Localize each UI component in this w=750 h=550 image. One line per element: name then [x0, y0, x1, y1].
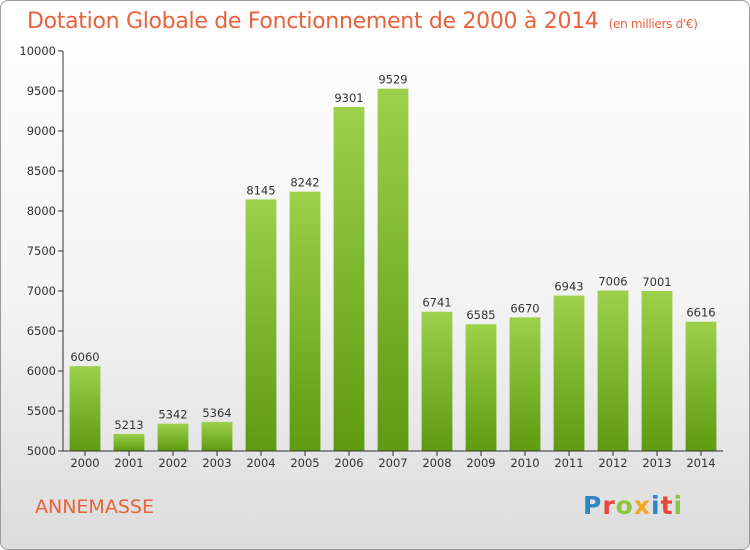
chart-title-text: Dotation Globale de Fonctionnement de 20… — [27, 9, 599, 34]
bar — [377, 88, 409, 452]
bar-value-label: 7006 — [598, 275, 627, 289]
x-tick-label: 2006 — [334, 456, 363, 470]
x-tick-label: 2010 — [510, 456, 539, 470]
bar-value-label: 6585 — [466, 308, 495, 322]
bar-value-label: 5364 — [202, 406, 231, 420]
y-tick-label: 5500 — [27, 404, 56, 418]
logo-letter: i — [651, 491, 661, 520]
x-tick-label: 2009 — [466, 456, 495, 470]
bar-value-label: 9301 — [334, 91, 363, 105]
x-tick-label: 2000 — [70, 456, 99, 470]
x-tick-label: 2007 — [378, 456, 407, 470]
chart-subtitle: (en milliers d'€) — [608, 17, 698, 31]
bar-value-label: 7001 — [642, 275, 671, 289]
bar — [465, 324, 497, 451]
y-tick-label: 10000 — [19, 44, 56, 58]
x-tick-label: 2002 — [158, 456, 187, 470]
y-tick-label: 9500 — [27, 84, 56, 98]
bar-value-label: 9529 — [378, 73, 407, 87]
x-tick-label: 2013 — [642, 456, 671, 470]
bars: 6060 5213 5342 5364 8145 8242 9301 9529 6741 6585… — [69, 73, 717, 452]
y-tick-label: 6500 — [27, 324, 56, 338]
bar — [289, 191, 321, 451]
bar — [333, 106, 365, 452]
commune-name: ANNEMASSE — [35, 496, 154, 518]
bar-value-label: 6741 — [422, 296, 451, 310]
bar — [69, 366, 101, 451]
proxiti-logo[interactable]: Proxiti — [583, 491, 683, 520]
bar — [201, 421, 233, 451]
y-axis: 5000 5500 6000 6500 7000 7500 8000 8500 9000 9500… — [19, 44, 64, 458]
logo-letter: P — [583, 491, 603, 520]
x-tick-label: 2008 — [422, 456, 451, 470]
logo-letter: i — [673, 491, 684, 520]
x-tick-label: 2003 — [202, 456, 231, 470]
x-tick-label: 2005 — [290, 456, 319, 470]
bar — [553, 295, 585, 451]
y-tick-label: 6000 — [27, 364, 56, 378]
bar — [157, 423, 189, 451]
bar-value-label: 8242 — [290, 176, 319, 190]
logo-letter: r — [602, 491, 616, 520]
y-tick-label: 9000 — [27, 124, 56, 138]
bar-value-label: 6060 — [70, 350, 99, 364]
x-tick-label: 2011 — [554, 456, 583, 470]
logo-letter: t — [660, 491, 674, 520]
y-tick-label: 8000 — [27, 204, 56, 218]
y-tick-label: 7500 — [27, 244, 56, 258]
logo-letter: o — [615, 491, 634, 520]
x-tick-label: 2004 — [246, 456, 275, 470]
y-tick-label: 7000 — [27, 284, 56, 298]
x-tick-label: 2012 — [598, 456, 627, 470]
bar-value-label: 6670 — [510, 301, 539, 315]
bar — [245, 199, 277, 451]
x-tick-label: 2014 — [686, 456, 715, 470]
bar — [421, 311, 453, 451]
logo-letter: x — [633, 491, 651, 520]
bar — [113, 433, 145, 451]
x-tick-label: 2001 — [114, 456, 143, 470]
bar-value-label: 5213 — [114, 418, 143, 432]
bar — [509, 317, 541, 451]
bar — [685, 321, 717, 451]
bar-value-label: 8145 — [246, 183, 275, 197]
chart-title: Dotation Globale de Fonctionnement de 20… — [27, 9, 698, 34]
bar-value-label: 6616 — [686, 306, 715, 320]
bar-value-label: 5342 — [158, 408, 187, 422]
bar-value-label: 6943 — [554, 280, 583, 294]
x-axis: 2000 2001 2002 2003 2004 2005 2006 2007 2008 2009… — [63, 450, 723, 470]
bar — [641, 290, 673, 451]
y-tick-label: 5000 — [27, 444, 56, 458]
y-tick-label: 8500 — [27, 164, 56, 178]
bar — [597, 290, 629, 451]
